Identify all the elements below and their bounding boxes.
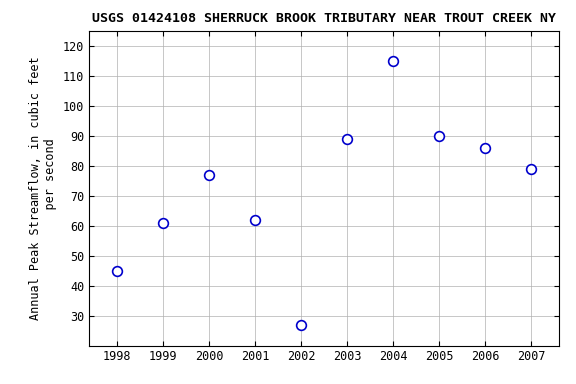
Y-axis label: Annual Peak Streamflow, in cubic feet
    per second: Annual Peak Streamflow, in cubic feet pe… xyxy=(29,56,58,320)
Point xyxy=(297,321,306,328)
Point xyxy=(526,166,536,172)
Point xyxy=(251,217,260,223)
Point xyxy=(112,268,122,274)
Point xyxy=(158,220,168,226)
Point xyxy=(342,136,351,142)
Point xyxy=(388,58,397,64)
Point xyxy=(204,172,214,178)
Point xyxy=(480,145,490,151)
Title: USGS 01424108 SHERRUCK BROOK TRIBUTARY NEAR TROUT CREEK NY: USGS 01424108 SHERRUCK BROOK TRIBUTARY N… xyxy=(92,12,556,25)
Point xyxy=(434,132,444,139)
